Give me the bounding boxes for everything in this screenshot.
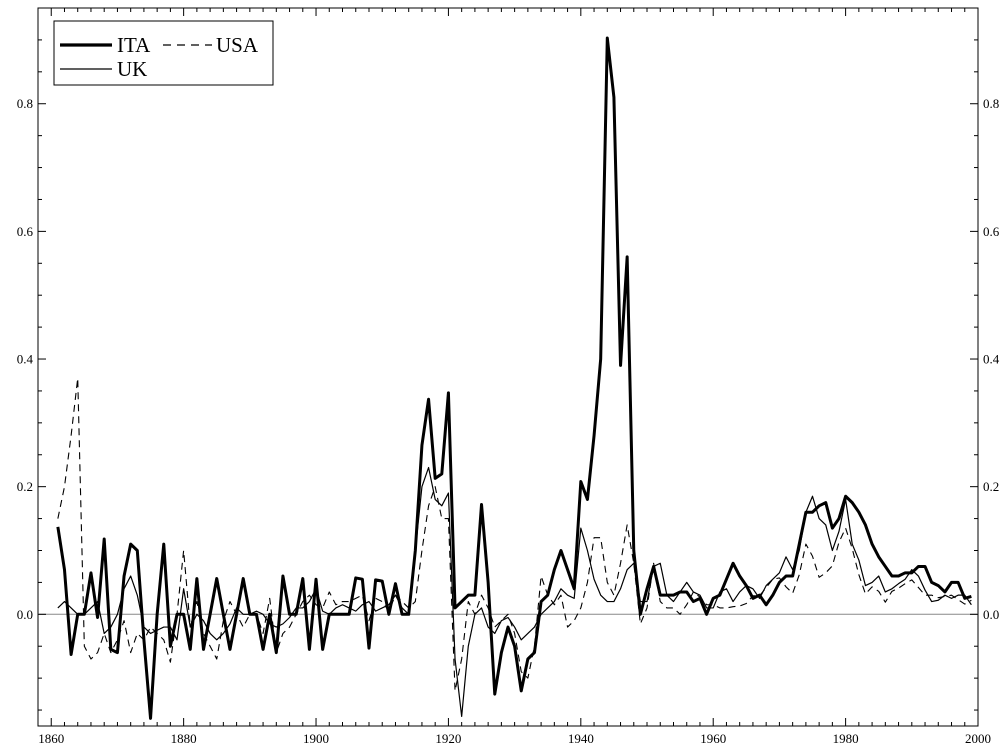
y-tick-label-right: 0.0 bbox=[983, 607, 999, 622]
series-line-ita bbox=[56, 36, 972, 720]
y-tick-label-left: 0.6 bbox=[17, 224, 34, 239]
x-tick-label: 1940 bbox=[568, 731, 594, 746]
x-tick-label: 1980 bbox=[833, 731, 859, 746]
x-tick-label: 1880 bbox=[171, 731, 197, 746]
legend-label-usa: USA bbox=[216, 33, 259, 57]
y-tick-label-right: 0.6 bbox=[983, 224, 1000, 239]
y-tick-label-left: 0.8 bbox=[17, 96, 33, 111]
x-tick-label: 1860 bbox=[38, 731, 64, 746]
legend-box bbox=[53, 20, 274, 86]
series-lines bbox=[56, 36, 972, 720]
legend-label-ita: ITA bbox=[117, 33, 151, 57]
y-tick-label-left: 0.4 bbox=[17, 352, 34, 367]
series-line-usa bbox=[57, 377, 972, 692]
y-tick-label-right: 0.4 bbox=[983, 352, 1000, 367]
y-tick-label-right: 0.8 bbox=[983, 96, 999, 111]
x-tick-label: 1920 bbox=[435, 731, 461, 746]
x-tick-label: 2000 bbox=[965, 731, 991, 746]
x-tick-label: 1960 bbox=[700, 731, 726, 746]
legend-label-uk: UK bbox=[117, 57, 147, 81]
legend: ITA USA UK bbox=[53, 20, 274, 86]
y-tick-label-left: 0.2 bbox=[17, 479, 33, 494]
series-line-uk bbox=[57, 466, 972, 718]
plot-frame bbox=[37, 7, 979, 727]
y-tick-label-left: 0.0 bbox=[17, 607, 33, 622]
y-tick-label-right: 0.2 bbox=[983, 479, 999, 494]
axis-ticks: 1860 1880 1900 1920 1940 1960 1980 2000 0.0 0.0 0.… bbox=[17, 8, 1000, 746]
x-tick-label: 1900 bbox=[303, 731, 329, 746]
